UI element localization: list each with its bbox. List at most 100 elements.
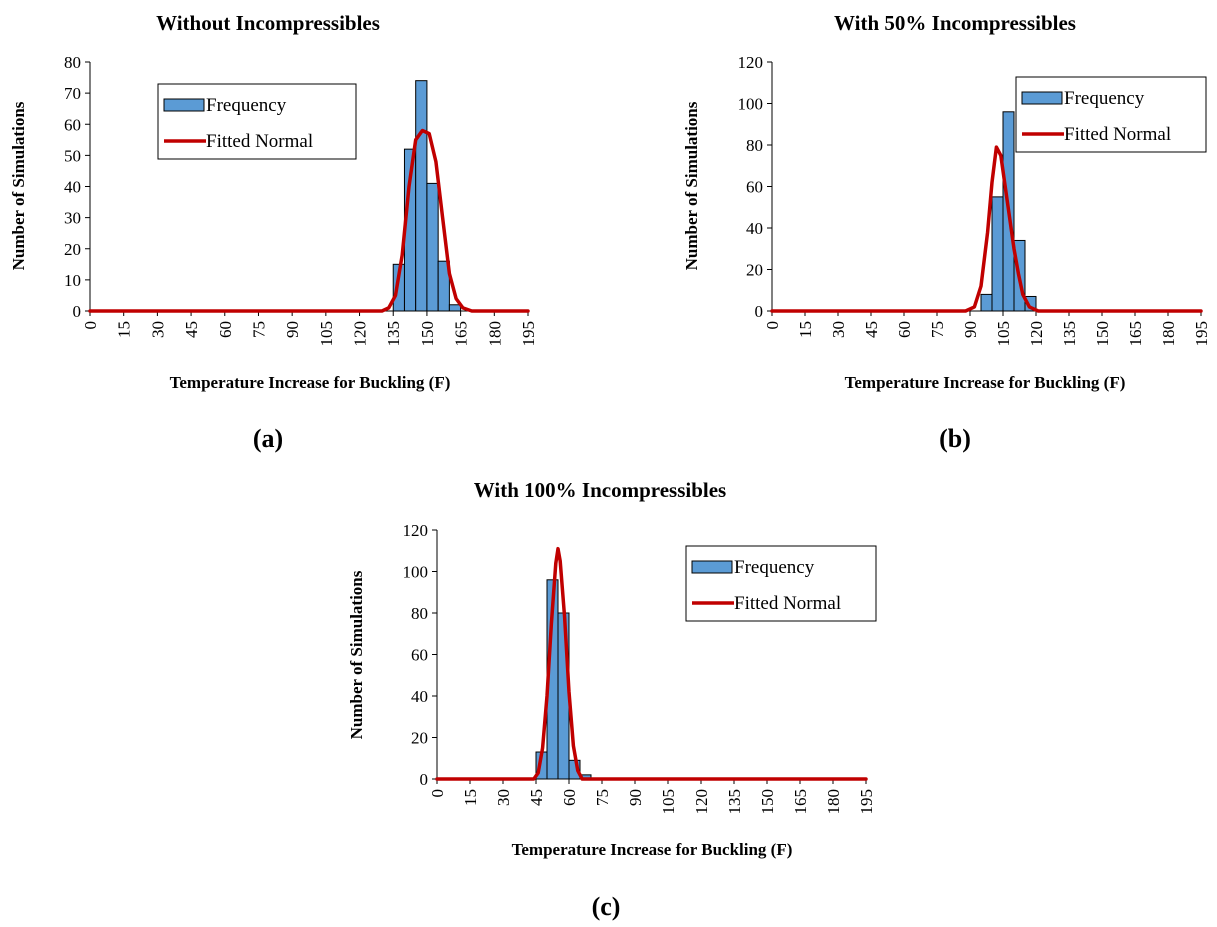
chart-a: Without Incompressibles 0 10 20 30 40 50 60 70 80… [9, 11, 538, 453]
y-tick-label: 120 [738, 53, 764, 72]
y-tick-label: 80 [411, 604, 428, 623]
x-tick-label: 0 [428, 789, 447, 798]
x-tick-label: 150 [1093, 321, 1112, 347]
legend-swatch-frequency [1021, 91, 1063, 105]
x-tick-label: 120 [1027, 321, 1046, 347]
x-tick-label: 135 [384, 321, 403, 347]
y-tick-label: 80 [64, 53, 81, 72]
legend-label-frequency: Frequency [734, 557, 815, 578]
y-tick-label: 40 [746, 219, 763, 238]
chart-title: With 50% Incompressibles [834, 11, 1076, 35]
x-tick-label: 45 [182, 321, 201, 338]
x-tick-label: 105 [317, 321, 336, 347]
x-tick-label: 60 [560, 789, 579, 806]
frequency-bar [991, 196, 1004, 312]
y-tick-label: 0 [73, 302, 82, 321]
x-tick-label: 135 [725, 789, 744, 815]
x-tick-label: 180 [1159, 321, 1178, 347]
x-tick-label: 45 [862, 321, 881, 338]
legend-box [685, 545, 877, 622]
frequency-bars [392, 80, 462, 312]
x-tick-label: 0 [81, 321, 100, 330]
x-tick-label: 30 [829, 321, 848, 338]
legend-label-frequency: Frequency [206, 95, 287, 116]
y-tick-label: 60 [411, 646, 428, 665]
y-tick-label: 60 [746, 178, 763, 197]
x-tick-label: 105 [659, 789, 678, 815]
y-tick-label: 120 [403, 521, 429, 540]
x-tick-label: 60 [895, 321, 914, 338]
legend: Frequency Fitted Normal [157, 83, 357, 160]
y-axis-label: Number of Simulations [682, 101, 701, 270]
x-tick-label: 0 [763, 321, 782, 330]
y-tick-label: 100 [403, 563, 429, 582]
x-axis-label: Temperature Increase for Buckling (F) [170, 373, 451, 392]
x-tick-label: 135 [1060, 321, 1079, 347]
panel-label: (a) [253, 424, 283, 453]
x-tick-label: 30 [494, 789, 513, 806]
legend-box [157, 83, 357, 160]
chart-title: Without Incompressibles [156, 11, 380, 35]
fitted-normal-line [770, 145, 1203, 313]
x-tick-label: 15 [796, 321, 815, 338]
x-tick-label: 150 [758, 789, 777, 815]
chart-b: With 50% Incompressibles 0 20 40 60 80 100 120 0… [682, 11, 1211, 453]
x-tick-label: 45 [527, 789, 546, 806]
legend-swatch-frequency [163, 98, 205, 112]
y-tick-label: 40 [64, 178, 81, 197]
legend-box [1015, 76, 1207, 153]
x-tick-label: 195 [519, 321, 538, 347]
x-tick-label: 60 [216, 321, 235, 338]
x-tick-label: 120 [692, 789, 711, 815]
x-tick-label: 195 [1192, 321, 1211, 347]
panel-label: (b) [939, 424, 971, 453]
x-tick-label: 180 [824, 789, 843, 815]
y-tick-label: 20 [746, 261, 763, 280]
legend-swatch-frequency [691, 560, 733, 574]
legend-label-frequency: Frequency [1064, 88, 1145, 109]
legend-label-fitted-normal: Fitted Normal [1064, 124, 1171, 145]
x-tick-label: 105 [994, 321, 1013, 347]
y-tick-label: 70 [64, 84, 81, 103]
x-tick-label: 180 [485, 321, 504, 347]
panel-label: (c) [592, 892, 621, 921]
legend: Frequency Fitted Normal [1015, 76, 1207, 153]
frequency-bar [980, 293, 993, 312]
x-tick-label: 75 [593, 789, 612, 806]
y-tick-label: 10 [64, 271, 81, 290]
x-tick-label: 165 [791, 789, 810, 815]
y-tick-label: 100 [738, 95, 764, 114]
x-tick-label: 120 [351, 321, 370, 347]
x-tick-label: 90 [626, 789, 645, 806]
x-tick-label: 15 [115, 321, 134, 338]
chart-title: With 100% Incompressibles [474, 478, 726, 502]
fitted-normal-line [435, 546, 868, 781]
x-axis-label: Temperature Increase for Buckling (F) [512, 840, 793, 859]
x-tick-label: 15 [461, 789, 480, 806]
x-axis-label: Temperature Increase for Buckling (F) [845, 373, 1126, 392]
chart-c: With 100% Incompressibles 0 20 40 60 80 100 120… [347, 478, 877, 921]
x-tick-label: 165 [452, 321, 471, 347]
x-tick-label: 75 [249, 321, 268, 338]
x-tick-label: 90 [283, 321, 302, 338]
fitted-normal-line [88, 128, 530, 313]
frequency-bar [426, 182, 439, 312]
y-tick-label: 50 [64, 146, 81, 165]
x-tick-label: 30 [148, 321, 167, 338]
y-tick-label: 0 [755, 302, 764, 321]
x-tick-label: 150 [418, 321, 437, 347]
y-tick-label: 40 [411, 687, 428, 706]
x-tick-label: 165 [1126, 321, 1145, 347]
x-tick-label: 195 [857, 789, 876, 815]
y-tick-label: 60 [64, 115, 81, 134]
legend-label-fitted-normal: Fitted Normal [206, 131, 313, 152]
x-tick-label: 75 [928, 321, 947, 338]
frequency-bar [415, 80, 428, 312]
frequency-bar [448, 304, 462, 312]
legend-label-fitted-normal: Fitted Normal [734, 593, 841, 614]
y-axis-label: Number of Simulations [347, 570, 366, 739]
y-axis-label: Number of Simulations [9, 101, 28, 270]
y-tick-label: 0 [420, 770, 429, 789]
y-tick-label: 20 [64, 240, 81, 259]
